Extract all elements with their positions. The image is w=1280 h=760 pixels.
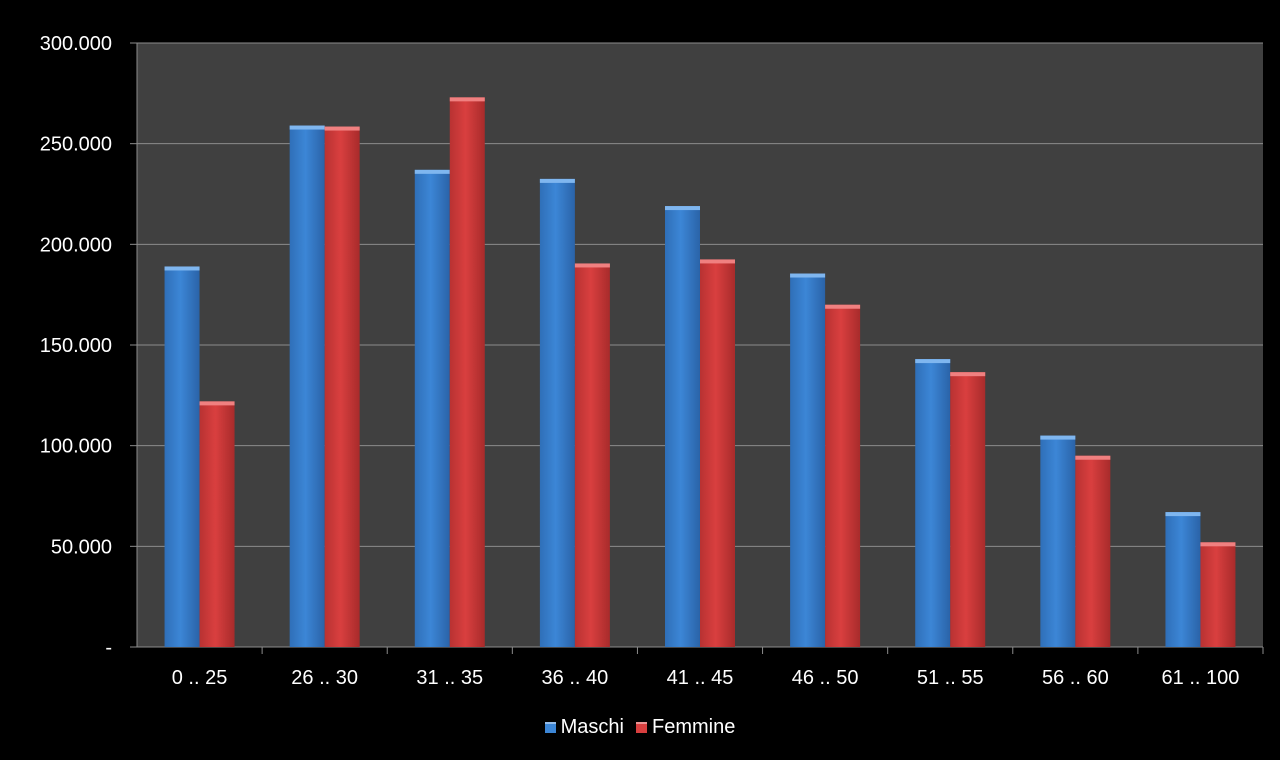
y-tick-label: 300.000 xyxy=(40,33,112,55)
x-tick-label: 41 .. 45 xyxy=(667,667,734,689)
legend-swatch-maschi xyxy=(544,722,556,733)
bar-femmine xyxy=(199,401,235,647)
x-tick-label: 46 .. 50 xyxy=(792,667,859,689)
bar-maschi xyxy=(539,178,575,647)
bar-maschi xyxy=(1165,512,1201,647)
bar-femmine xyxy=(324,126,360,647)
legend-swatch-femmine xyxy=(636,722,647,733)
x-tick-label: 61 .. 100 xyxy=(1162,667,1240,689)
y-tick-label: 250.000 xyxy=(40,134,112,156)
bar-femmine xyxy=(700,259,735,647)
bar-femmine xyxy=(825,304,861,647)
legend-item-maschi: Maschi xyxy=(544,716,624,739)
legend-item-femmine: Femmine xyxy=(636,716,735,739)
bar-maschi xyxy=(289,125,325,647)
bar-maschi xyxy=(915,359,951,647)
bar-maschi xyxy=(1040,435,1076,647)
legend-label-maschi: Maschi xyxy=(560,716,624,738)
legend-label-femmine: Femmine xyxy=(652,716,736,738)
x-tick-label: 31 .. 35 xyxy=(416,667,483,689)
y-tick-label: - xyxy=(105,637,112,659)
bar-maschi xyxy=(790,273,826,647)
y-tick-label: 150.000 xyxy=(40,335,112,357)
bar-femmine xyxy=(1200,542,1236,647)
x-tick-label: 36 .. 40 xyxy=(542,667,609,689)
bar-femmine xyxy=(950,372,986,647)
x-tick-label: 26 .. 30 xyxy=(291,667,358,689)
bar-maschi xyxy=(414,169,450,647)
bar-maschi xyxy=(665,206,700,647)
y-tick-label: 200.000 xyxy=(40,234,112,256)
x-tick-label: 0 .. 25 xyxy=(172,667,228,689)
y-tick-label: 50.000 xyxy=(51,536,112,558)
bar-maschi xyxy=(164,266,200,647)
legend: Maschi Femmine xyxy=(0,716,1280,739)
bar-femmine xyxy=(449,97,485,648)
bar-femmine xyxy=(574,263,610,647)
x-tick-label: 56 .. 60 xyxy=(1042,667,1109,689)
x-tick-label: 51 .. 55 xyxy=(917,667,984,689)
y-tick-label: 100.000 xyxy=(40,436,112,458)
bar-femmine xyxy=(1075,455,1111,647)
